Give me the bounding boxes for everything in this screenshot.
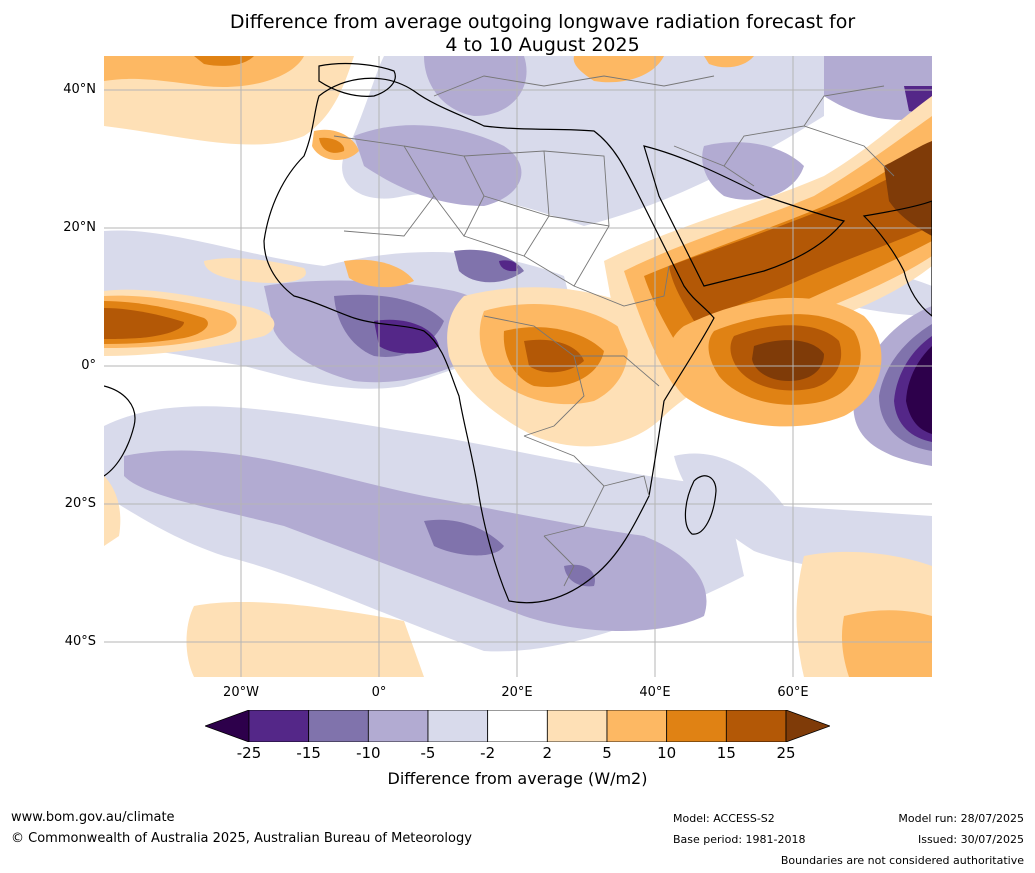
footer-url: www.bom.gov.au/climate [11, 810, 175, 825]
colorbar-title: Difference from average (W/m2) [387, 769, 648, 788]
colorbar-segment [427, 710, 489, 742]
lon-label-20w: 20°W [223, 685, 259, 700]
lat-label-40n: 40°N [63, 82, 96, 97]
colorbar-extend-high [785, 710, 830, 742]
colorbar-segment [725, 710, 787, 742]
colorbar-tick-label: 15 [716, 744, 736, 762]
madagascar-coastline [684, 475, 717, 535]
footer-base-period: Base period: 1981-2018 [673, 833, 806, 846]
colorbar-extend-low [205, 710, 250, 742]
colorbar-segment [308, 710, 369, 742]
olr-anomaly-map [104, 56, 932, 677]
lat-label-20n: 20°N [63, 220, 96, 235]
map-gridlines [104, 56, 932, 677]
iberia-coastline [318, 62, 396, 97]
africa-coastline [263, 77, 715, 604]
colorbar-tick-label: -2 [480, 744, 496, 762]
south-america-coastline [104, 385, 136, 477]
colorbar-tick-label: -10 [356, 744, 381, 762]
colorbar-segment [367, 710, 429, 742]
colorbar-segment [248, 710, 310, 742]
lon-label-60e: 60°E [777, 685, 809, 700]
colorbar-tick-label: -15 [296, 744, 321, 762]
colorbar-segment [487, 710, 548, 742]
lon-label-0: 0° [371, 685, 387, 700]
colorbar-segment [546, 710, 608, 742]
arabia-coastline [643, 145, 846, 287]
footer-boundaries-note: Boundaries are not considered authoritat… [780, 854, 1024, 867]
colorbar-segment [666, 710, 727, 742]
lat-label-20s: 20°S [64, 496, 96, 511]
colorbar-tick-label: 25 [776, 744, 796, 762]
footer-model: Model: ACCESS-S2 [673, 812, 775, 825]
map-title-line-1: Difference from average outgoing longwav… [229, 11, 856, 33]
colorbar-tick-label: 10 [657, 744, 677, 762]
footer-model-run: Model run: 28/07/2025 [898, 812, 1024, 825]
lat-label-40s: 40°S [64, 634, 96, 649]
colorbar-tick-label: 5 [602, 744, 612, 762]
colorbar-tick-label: -25 [236, 744, 262, 762]
colorbar-segment [606, 710, 668, 742]
colorbar-tick-label: -5 [420, 744, 436, 762]
colorbar-tick-label: 2 [542, 744, 553, 762]
lon-label-20e: 20°E [501, 685, 533, 700]
map-canvas [104, 56, 932, 677]
india-coastline [862, 200, 932, 317]
country-borders [333, 75, 895, 587]
map-title-line-2: 4 to 10 August 2025 [445, 34, 640, 56]
lon-label-40e: 40°E [639, 685, 671, 700]
footer-copyright: © Commonwealth of Australia 2025, Austra… [11, 831, 472, 846]
anomaly-shading [104, 56, 932, 677]
coastlines [104, 62, 932, 604]
lat-label-0: 0° [81, 358, 96, 373]
colorbar [205, 710, 830, 742]
footer-issued: Issued: 30/07/2025 [917, 833, 1024, 846]
